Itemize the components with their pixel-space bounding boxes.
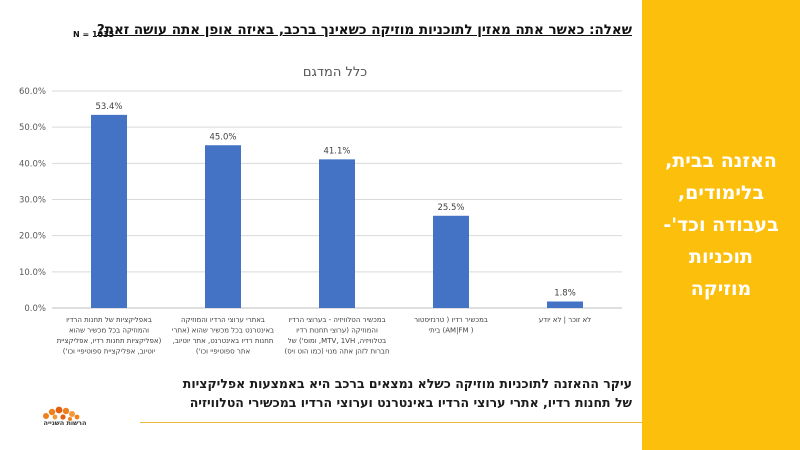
y-tick-label: 50.0% bbox=[19, 123, 46, 133]
bar bbox=[91, 114, 127, 309]
category-label: במכשיר הטלוויזיה - בערוצי הרדיו והמוזיקה … bbox=[284, 316, 389, 356]
sample-size-label: N = 1035 bbox=[73, 30, 115, 39]
bar bbox=[547, 301, 583, 308]
side-panel: האזנה בבית, בלימודים, בעבודה וכד'- תוכני… bbox=[642, 0, 800, 450]
data-label: 1.8% bbox=[554, 288, 576, 298]
logo-text: הרשות השנייה bbox=[43, 419, 87, 427]
bar-chart: כלל המדגם 0.0% 10.0% 20.0% 30.0% 40.0% 50.0% 6… bbox=[19, 65, 622, 356]
y-tick-label: 10.0% bbox=[19, 268, 46, 278]
conclusion-line-1: עיקר ההאזנה לתוכניות מוזיקה כשלא נמצאים … bbox=[182, 376, 632, 391]
bar bbox=[319, 159, 355, 308]
data-label: 41.1% bbox=[323, 146, 350, 156]
y-tick-label: 60.0% bbox=[19, 87, 46, 97]
side-title-line-5: מוזיקה bbox=[690, 278, 752, 300]
category-label: במכשיר רדיו ( טרנזיסטור( AM|FM) ביתי bbox=[414, 316, 488, 335]
side-title-line-2: בלימודים, bbox=[677, 182, 765, 204]
question-title: שאלה: כאשר אתה מאזין לתוכניות מוזיקה כשא… bbox=[96, 22, 632, 38]
conclusion-line-2: של תחנות רדיו, אתרי ערוצי הרדיו באינטרנט… bbox=[189, 395, 632, 410]
data-labels: 53.4% 45.0% 41.1% 25.5% 1.8% bbox=[95, 102, 575, 299]
x-axis-categories: באפליקציות של תחנות הרדיו והמוזיקה בכל מכ… bbox=[57, 316, 591, 356]
conclusion-text: עיקר ההאזנה לתוכניות מוזיקה כשלא נמצאים … bbox=[150, 374, 632, 412]
y-tick-label: 30.0% bbox=[19, 196, 46, 206]
side-title: האזנה בבית, בלימודים, בעבודה וכד'- תוכני… bbox=[663, 145, 778, 305]
y-tick-label: 40.0% bbox=[19, 159, 46, 169]
chart-title: כלל המדגם bbox=[303, 65, 367, 80]
y-tick-label: 0.0% bbox=[24, 304, 46, 314]
data-label: 53.4% bbox=[95, 102, 122, 112]
y-axis-ticks: 0.0% 10.0% 20.0% 30.0% 40.0% 50.0% 60.0% bbox=[19, 87, 46, 314]
divider-line bbox=[140, 422, 642, 423]
data-label: 25.5% bbox=[437, 203, 464, 213]
data-label: 45.0% bbox=[209, 132, 236, 142]
bars bbox=[91, 114, 583, 309]
bar bbox=[205, 145, 241, 308]
side-title-line-3: בעבודה וכד'- bbox=[663, 214, 779, 236]
logo-dots-icon bbox=[43, 406, 80, 421]
side-title-line-1: האזנה בבית, bbox=[665, 150, 777, 172]
category-label: באתרי ערוצי הרדיו והמוזיקה באינטרנט בכל מ… bbox=[172, 316, 274, 356]
bar bbox=[433, 215, 469, 308]
category-label: לא זוכר | לא יודע bbox=[539, 316, 591, 324]
y-tick-label: 20.0% bbox=[19, 232, 46, 242]
side-title-line-4: תוכניות bbox=[689, 246, 753, 268]
category-label: באפליקציות של תחנות הרדיו והמוזיקה בכל מכ… bbox=[57, 316, 162, 356]
logo: הרשות השנייה bbox=[38, 406, 86, 434]
